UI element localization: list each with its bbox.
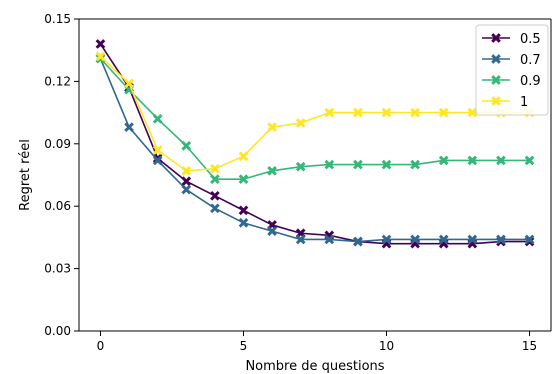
- ticks-layer: 0 5 10 15 0.00 0.03 0.06 0.09 0.12 0.15: [44, 12, 537, 353]
- legend-marker: [491, 75, 501, 85]
- plot-background: [79, 19, 551, 331]
- data-point: [381, 159, 392, 170]
- data-point: [295, 161, 306, 172]
- data-point: [210, 203, 220, 214]
- y-axis-label: Regret réel: [18, 139, 33, 211]
- data-point: [95, 39, 106, 49]
- data-point: [381, 107, 392, 118]
- data-point: [295, 118, 306, 128]
- data-point: [124, 122, 134, 132]
- y-tick-label: 0.03: [44, 262, 71, 276]
- data-point: [438, 107, 449, 118]
- y-tick-label: 0.00: [44, 324, 71, 338]
- data-point: [181, 166, 192, 176]
- data-point: [381, 234, 392, 245]
- data-point: [524, 155, 535, 166]
- legend-label: 0.5: [520, 32, 541, 47]
- legend-item: 0.5: [482, 32, 541, 47]
- data-point: [438, 155, 449, 166]
- data-point: [324, 159, 335, 170]
- legend-item: 1: [482, 95, 528, 110]
- data-point: [496, 155, 506, 166]
- series-line: [99, 58, 530, 243]
- series-line: [99, 43, 530, 245]
- data-point: [438, 234, 449, 245]
- legend-marker: [491, 54, 501, 64]
- legend-marker: [491, 33, 501, 43]
- data-point: [267, 166, 277, 176]
- x-tick-label: 5: [240, 339, 248, 353]
- data-point: [267, 226, 277, 236]
- legend-marker: [491, 96, 501, 106]
- legend-item: 0.7: [482, 53, 541, 68]
- series-0.7: [95, 53, 535, 247]
- y-tick-label: 0.09: [44, 137, 71, 151]
- data-point: [181, 184, 192, 195]
- data-point: [210, 174, 220, 184]
- series-line: [99, 55, 530, 172]
- data-point: [238, 205, 249, 216]
- data-point: [238, 151, 249, 162]
- data-point: [124, 78, 134, 89]
- data-point: [267, 122, 277, 132]
- data-point: [210, 190, 220, 201]
- data-point: [467, 155, 478, 166]
- data-point: [238, 218, 249, 228]
- data-point: [181, 176, 192, 187]
- data-point: [324, 234, 335, 245]
- y-tick-label: 0.06: [44, 199, 71, 213]
- data-point: [295, 234, 306, 245]
- data-point: [353, 107, 363, 118]
- data-point: [410, 159, 420, 170]
- data-point: [152, 114, 163, 124]
- data-point: [410, 234, 420, 245]
- data-point: [353, 236, 363, 247]
- legend-label: 0.7: [520, 53, 541, 68]
- data-point: [181, 141, 192, 151]
- series-line: [99, 57, 530, 180]
- axes-layer: [78, 18, 552, 332]
- series-1: [95, 51, 535, 176]
- x-tick-label: 0: [97, 339, 105, 353]
- data-point: [324, 107, 335, 118]
- data-point: [152, 155, 163, 166]
- data-point: [410, 107, 420, 118]
- series-layer: [95, 39, 535, 249]
- data-point: [95, 51, 106, 62]
- y-tick-label: 0.15: [44, 12, 71, 26]
- data-point: [152, 145, 163, 155]
- data-point: [496, 234, 506, 245]
- data-point: [238, 174, 249, 184]
- x-tick-label: 15: [522, 339, 537, 353]
- y-tick-label: 0.12: [44, 74, 71, 88]
- legend-box: [475, 24, 549, 116]
- data-point: [524, 234, 535, 245]
- legend: 0.5 0.7 0.9 1: [475, 24, 549, 116]
- legend-item: 0.9: [482, 74, 541, 89]
- x-tick-label: 10: [379, 339, 394, 353]
- data-point: [353, 159, 363, 170]
- data-point: [210, 163, 220, 174]
- legend-label: 1: [520, 95, 528, 110]
- legend-label: 0.9: [520, 74, 541, 89]
- data-point: [467, 234, 478, 245]
- x-axis-label: Nombre de questions: [245, 359, 384, 374]
